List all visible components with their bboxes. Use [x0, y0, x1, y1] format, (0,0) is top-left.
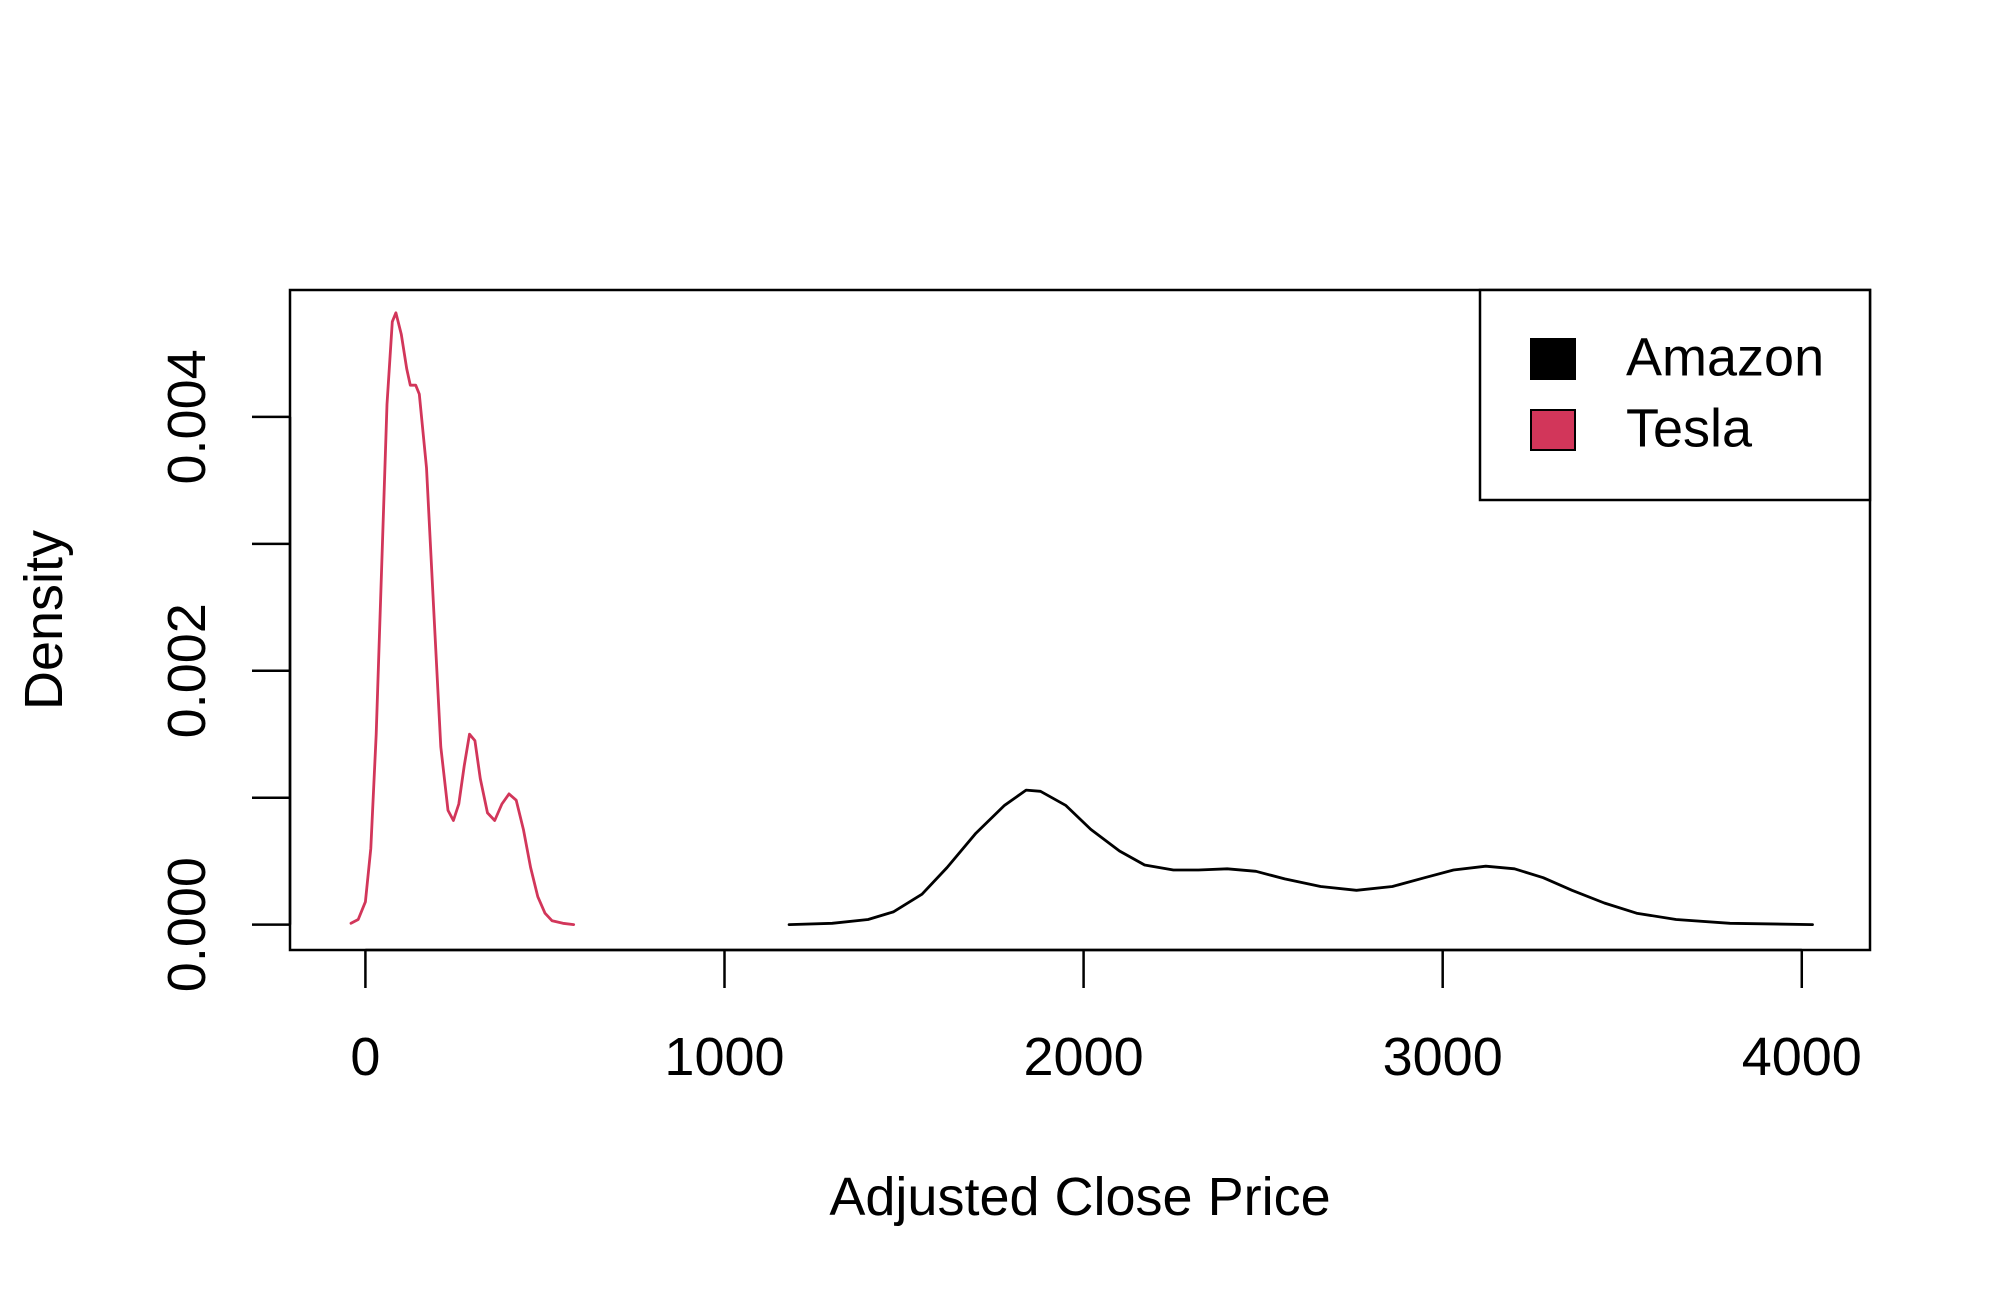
legend-label-tesla: Tesla: [1626, 398, 1753, 458]
x-tick-label: 4000: [1742, 1027, 1862, 1087]
legend-swatch-tesla: [1530, 409, 1576, 451]
y-tick-label: 0.002: [157, 603, 217, 738]
x-axis-label: Adjusted Close Price: [829, 1167, 1330, 1227]
y-axis: 0.000 0.002 0.004: [157, 349, 292, 992]
series-layer: [349, 311, 1814, 926]
x-tick-label: 2000: [1024, 1027, 1144, 1087]
legend-swatch-amazon: [1530, 338, 1576, 380]
y-tick-label: 0.000: [157, 857, 217, 992]
x-axis: 0 1000 2000 3000 4000: [350, 948, 1862, 1087]
series-line-amazon: [787, 788, 1814, 926]
y-tick-label: 0.004: [157, 349, 217, 484]
legend-label-amazon: Amazon: [1626, 327, 1824, 387]
y-axis-label: Density: [14, 530, 74, 710]
legend: Amazon Tesla: [1478, 288, 1872, 502]
x-tick-label: 1000: [664, 1027, 784, 1087]
x-tick-label: 0: [350, 1027, 380, 1087]
x-tick-label: 3000: [1383, 1027, 1503, 1087]
series-line-tesla: [349, 311, 576, 926]
legend-box: [1478, 288, 1872, 502]
